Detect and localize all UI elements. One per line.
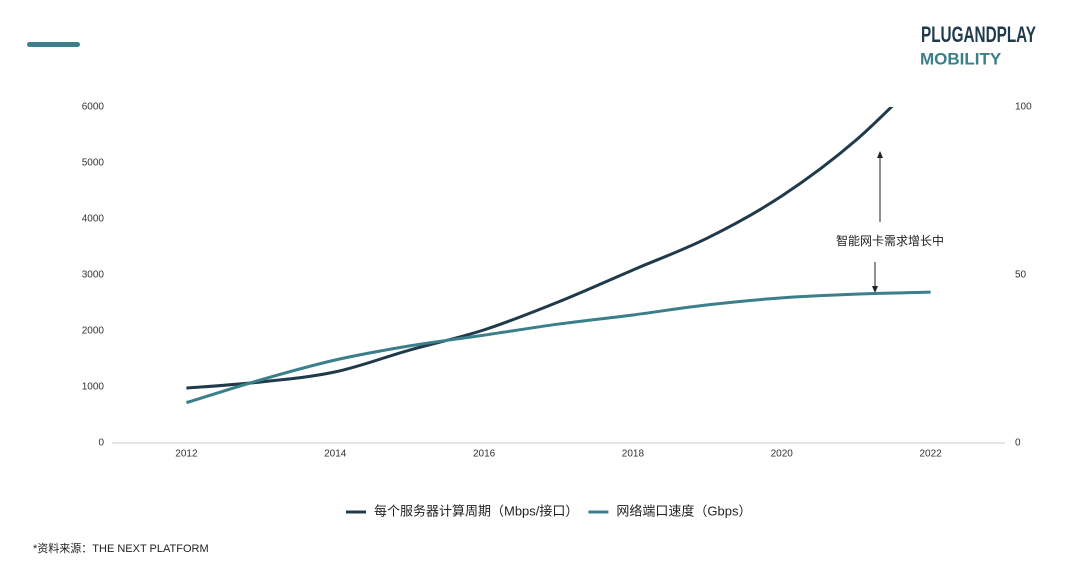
y-tick-label: 1000 (82, 382, 105, 393)
y-tick-label: 6000 (82, 102, 105, 113)
x-tick-label: 2020 (771, 449, 794, 460)
y-tick-label: 2000 (82, 326, 105, 337)
x-tick-label: 2016 (473, 449, 496, 460)
arrowhead (877, 151, 883, 158)
plot-area (185, 107, 931, 405)
y2-tick-label: 0 (1015, 438, 1021, 449)
y2-tick-label: 100 (1015, 102, 1032, 113)
annotation: 智能网卡需求增长中 (836, 233, 944, 248)
x-tick-label: 2014 (324, 449, 347, 460)
y-tick-label: 5000 (82, 158, 105, 169)
logo-sub: MOBILITY (920, 49, 1002, 68)
accent-bar (27, 42, 80, 47)
x-tick-label: 2022 (919, 449, 942, 460)
y-tick-label: 4000 (82, 214, 105, 225)
arrowhead (872, 286, 878, 293)
y2-tick-label: 50 (1015, 270, 1027, 281)
series-line (186, 107, 894, 390)
x-tick-label: 2012 (175, 449, 198, 460)
logo: PLUGANDPLAY (921, 22, 1036, 47)
y-tick-label: 3000 (82, 270, 105, 281)
legend-label: 每个服务器计算周期（Mbps/接口） (374, 503, 578, 518)
footnote: *资料来源：THE NEXT PLATFORM (33, 541, 209, 555)
legend-label: 网络端口速度（Gbps） (616, 503, 751, 518)
x-tick-label: 2018 (622, 449, 645, 460)
series-line (185, 290, 931, 405)
y-tick-label: 0 (98, 438, 104, 449)
